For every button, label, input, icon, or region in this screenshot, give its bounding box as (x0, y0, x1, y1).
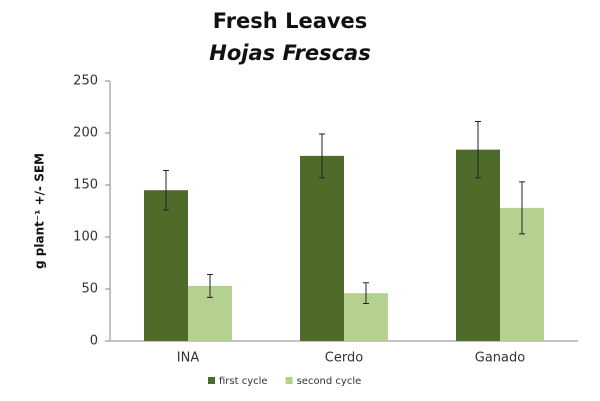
x-tick-label: Cerdo (325, 351, 363, 366)
error-bar (207, 273, 213, 298)
chart-title: Fresh Leaves (213, 9, 368, 33)
y-tick-label: 200 (73, 126, 98, 141)
bar (300, 155, 344, 341)
legend-label: second cycle (297, 376, 362, 387)
y-tick-label: 50 (81, 282, 98, 297)
x-tick-label: INA (177, 351, 200, 366)
y-tick-label: 250 (73, 74, 98, 89)
y-axis-label: g plant⁻¹ +/- SEM (33, 153, 47, 269)
error-bar (475, 121, 481, 179)
y-tick-label: 100 (73, 230, 98, 245)
error-bar (519, 181, 525, 235)
x-tick-label: Ganado (475, 351, 525, 366)
bar (144, 190, 188, 341)
legend-swatch (208, 377, 215, 384)
bar (456, 149, 500, 341)
error-bar (163, 169, 169, 211)
legend-swatch (285, 377, 293, 384)
legend-label: first cycle (219, 376, 268, 387)
error-bar (319, 133, 325, 179)
chart-subtitle: Hojas Frescas (209, 41, 370, 65)
error-bar (363, 282, 369, 305)
y-tick-label: 150 (73, 178, 98, 193)
y-tick-label: 0 (90, 334, 98, 349)
